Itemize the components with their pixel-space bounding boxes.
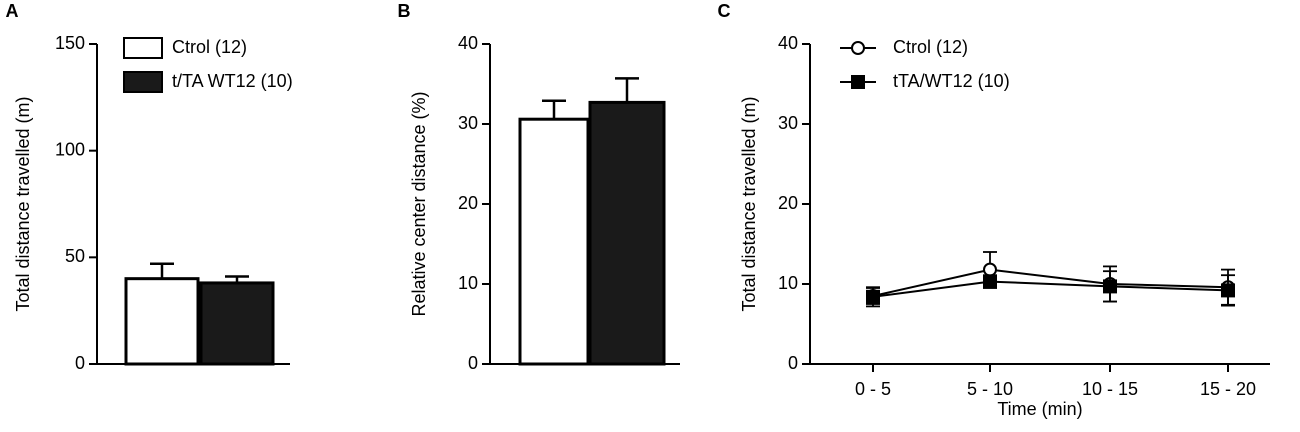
bar [588, 100, 666, 366]
y-tick-label: 0 [75, 353, 85, 373]
legend-marker [851, 41, 865, 55]
y-tick-label: 0 [788, 353, 798, 373]
y-axis-label: Total distance travelled (m) [739, 96, 759, 311]
legend-label: t/TA WT12 (10) [172, 71, 293, 91]
series-line [872, 280, 1229, 298]
legend-swatch [123, 71, 163, 93]
marker [1103, 279, 1117, 294]
legend-label: Ctrol (12) [893, 37, 968, 57]
y-tick-label: 100 [55, 139, 85, 159]
panel-label: A [6, 1, 19, 21]
marker [983, 262, 997, 277]
y-axis-label: Relative center distance (%) [409, 91, 429, 316]
legend-label: Ctrol (12) [172, 37, 247, 57]
y-tick-label: 0 [468, 353, 478, 373]
x-tick-label: 10 - 15 [1082, 379, 1138, 399]
y-tick-label: 30 [778, 113, 798, 133]
marker [1221, 283, 1235, 298]
marker [866, 289, 880, 304]
y-tick-label: 40 [458, 33, 478, 53]
x-tick-label: 5 - 10 [967, 379, 1013, 399]
y-tick-label: 150 [55, 33, 85, 53]
bar [199, 281, 275, 366]
y-tick-label: 20 [778, 193, 798, 213]
panel-label: B [398, 1, 411, 21]
bar [518, 117, 590, 366]
x-tick-label: 15 - 20 [1200, 379, 1256, 399]
y-axis-label: Total distance travelled (m) [13, 96, 33, 311]
bar [124, 277, 200, 366]
y-tick-label: 50 [65, 246, 85, 266]
legend-label: tTA/WT12 (10) [893, 71, 1010, 91]
series-line [872, 268, 1229, 297]
y-tick-label: 20 [458, 193, 478, 213]
y-tick-label: 40 [778, 33, 798, 53]
legend-marker [851, 75, 865, 89]
y-tick-label: 10 [778, 273, 798, 293]
marker [983, 274, 997, 289]
y-tick-label: 10 [458, 273, 478, 293]
panel-label: C [718, 1, 731, 21]
x-axis-label: Time (min) [997, 399, 1082, 419]
y-tick-label: 30 [458, 113, 478, 133]
x-tick-label: 0 - 5 [855, 379, 891, 399]
legend-swatch [123, 37, 163, 59]
